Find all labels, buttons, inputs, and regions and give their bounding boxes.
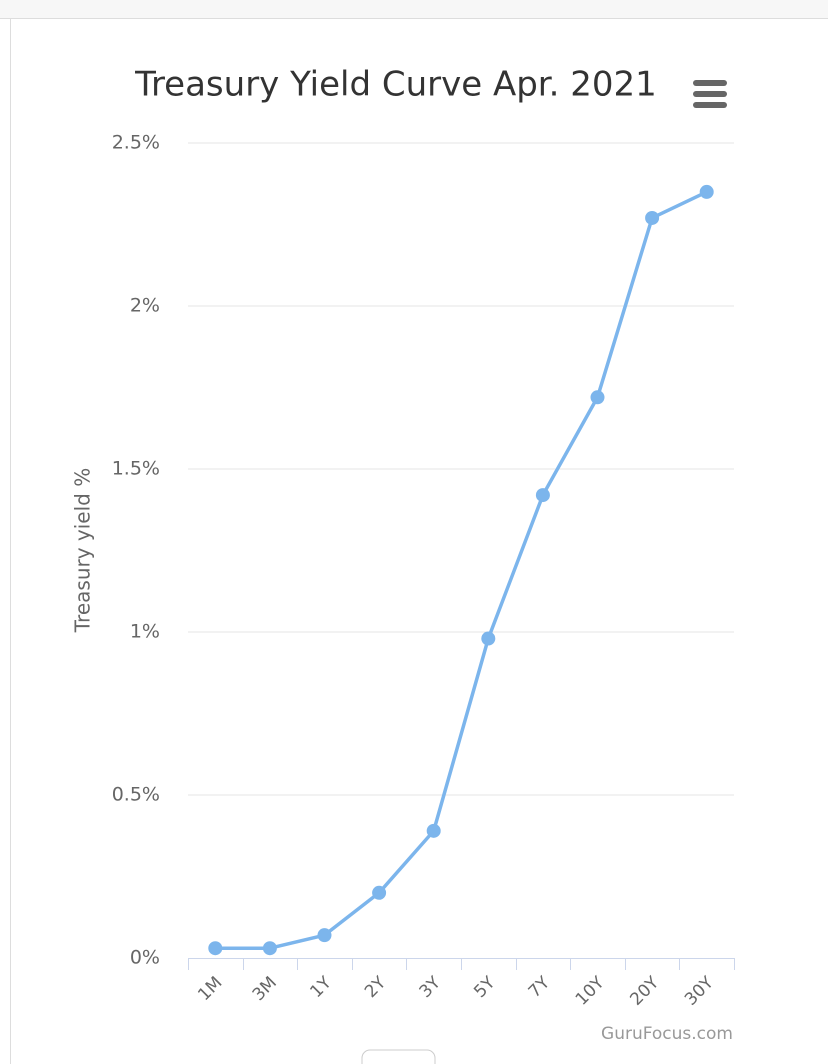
x-tick-label: 20Y xyxy=(626,973,663,1010)
menu-bar xyxy=(693,91,727,97)
point xyxy=(208,941,223,956)
x-tick-label: 5Y xyxy=(470,972,500,1002)
y-axis-title: Treasury yield % xyxy=(71,468,95,633)
top-strip xyxy=(0,0,828,18)
menu-bar xyxy=(693,80,727,86)
y-tick-label: 0% xyxy=(130,947,160,969)
x-tick-label: 7Y xyxy=(525,972,555,1002)
menu-bar xyxy=(693,102,727,108)
point xyxy=(590,390,605,405)
y-tick-label: 2.5% xyxy=(112,132,160,154)
point xyxy=(262,941,277,956)
x-tick-label: 30Y xyxy=(681,973,718,1010)
y-tick-label: 0.5% xyxy=(112,784,160,806)
point xyxy=(372,885,387,900)
x-tick-label: 10Y xyxy=(572,973,609,1010)
x-tick-label: 1Y xyxy=(306,972,336,1002)
point xyxy=(645,210,660,225)
point xyxy=(426,823,441,838)
x-tick-label: 2Y xyxy=(361,972,391,1002)
chart-title: Treasury Yield Curve Apr. 2021 xyxy=(134,65,657,105)
point xyxy=(699,184,714,199)
bottom-button[interactable] xyxy=(361,1049,436,1064)
x-tick-label: 3M xyxy=(249,973,281,1005)
point xyxy=(481,631,496,646)
x-tick-label: 1M xyxy=(194,973,226,1005)
menu-button[interactable] xyxy=(693,80,727,108)
x-tick-label: 3Y xyxy=(416,972,446,1002)
y-tick-label: 1.5% xyxy=(112,458,160,480)
y-tick-label: 2% xyxy=(130,295,160,317)
point xyxy=(317,928,332,943)
y-tick-label: 1% xyxy=(130,621,160,643)
point xyxy=(535,488,550,503)
line xyxy=(215,190,708,950)
credit: GuruFocus.com xyxy=(601,1024,733,1044)
